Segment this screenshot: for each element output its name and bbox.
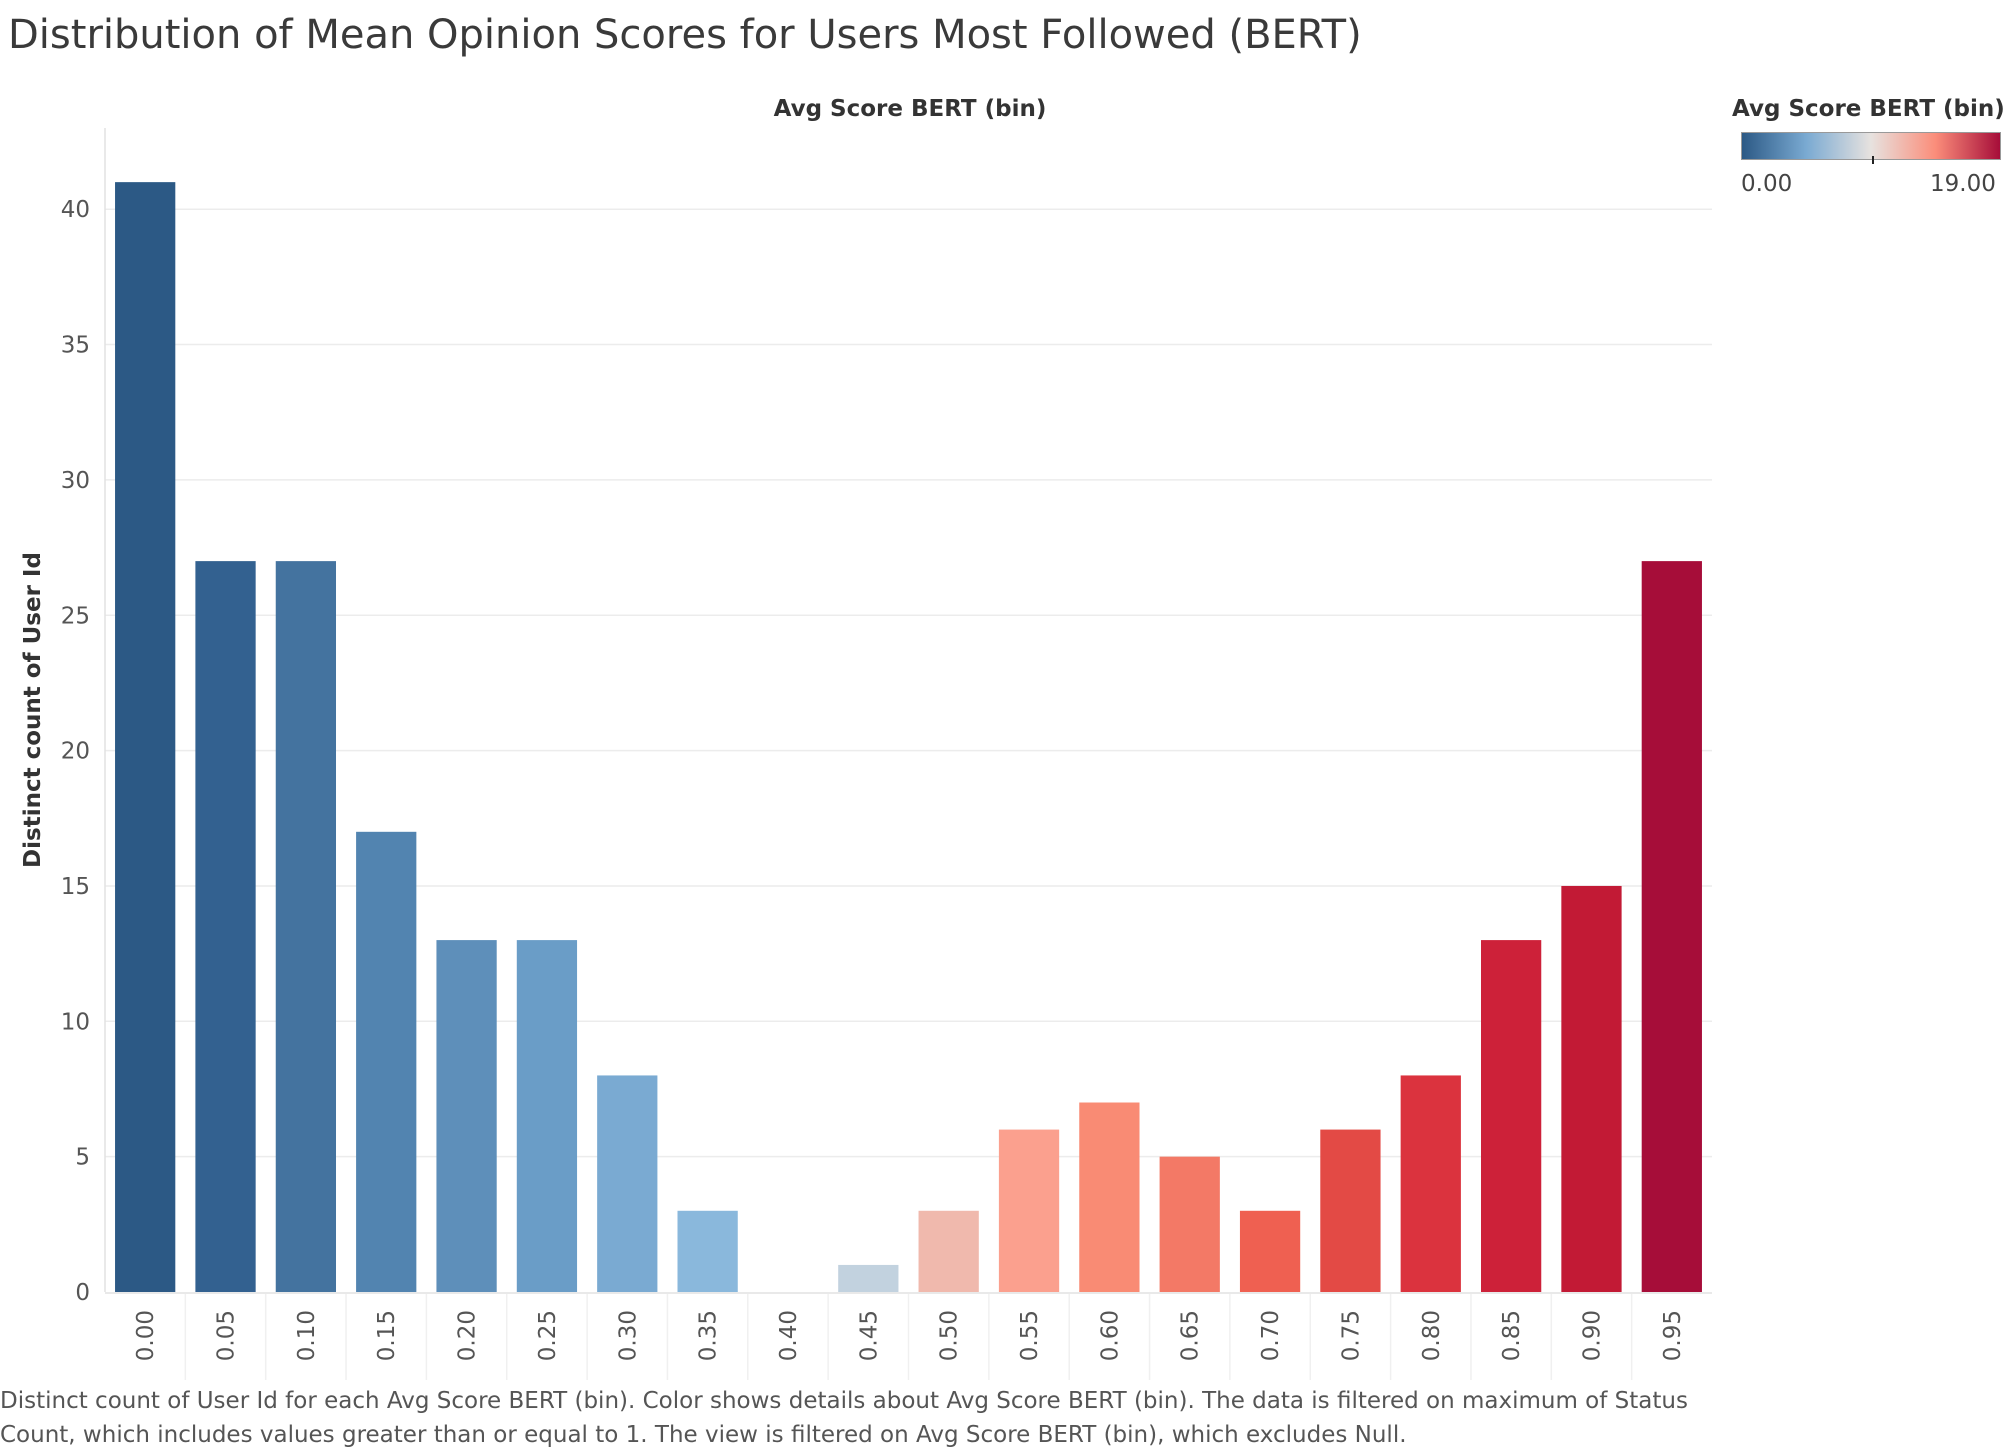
gridlines [105, 208, 1712, 1158]
x-tick-label: 0.25 [535, 1310, 561, 1361]
x-tick-label: 0.20 [455, 1310, 481, 1361]
bar[interactable] [436, 940, 497, 1292]
bar[interactable] [1400, 1075, 1461, 1292]
x-tick-label: 0.05 [214, 1310, 240, 1361]
bar[interactable] [115, 182, 176, 1293]
y-tick-label: 35 [61, 333, 90, 359]
legend-midpoint-tick [1872, 156, 1874, 164]
x-tick-label: 0.40 [776, 1310, 802, 1361]
bar[interactable] [275, 561, 337, 1292]
bar[interactable] [195, 561, 256, 1292]
bar[interactable] [677, 1210, 738, 1292]
bars [115, 182, 1702, 1293]
x-tick-label: 0.80 [1419, 1310, 1445, 1361]
x-tick-label: 0.45 [856, 1310, 882, 1361]
x-tick-label: 0.85 [1499, 1310, 1525, 1361]
x-tick-label: 0.70 [1258, 1310, 1284, 1361]
y-tick-label: 15 [61, 874, 90, 900]
bar[interactable] [1320, 1129, 1381, 1292]
y-tick-label: 20 [61, 739, 90, 765]
y-tick-label: 10 [61, 1009, 90, 1035]
y-tick-label: 5 [75, 1145, 90, 1171]
x-tick-label: 0.00 [133, 1310, 159, 1361]
bar[interactable] [516, 940, 578, 1292]
bar[interactable] [1561, 885, 1622, 1292]
x-tick-label: 0.55 [1017, 1310, 1043, 1361]
y-axis-title: Distinct count of User Id [20, 552, 46, 868]
x-tick-label: 0.10 [294, 1310, 320, 1361]
bar[interactable] [1239, 1210, 1301, 1292]
x-tick-label: 0.95 [1660, 1310, 1686, 1361]
bar[interactable] [597, 1075, 658, 1292]
bar[interactable] [838, 1264, 899, 1292]
legend-color-ramp [1741, 132, 2001, 160]
bar[interactable] [1159, 1156, 1220, 1292]
y-tick-label: 0 [75, 1280, 90, 1306]
y-tick-label: 25 [61, 603, 90, 629]
x-tick-label: 0.75 [1338, 1310, 1364, 1361]
x-tick-label: 0.65 [1178, 1310, 1204, 1361]
y-tick-label: 40 [61, 197, 90, 223]
legend-title: Avg Score BERT (bin) [1732, 96, 2004, 122]
legend-max-label: 19.00 [1930, 171, 1996, 197]
x-tick-label: 0.30 [615, 1310, 641, 1361]
legend-min-label: 0.00 [1741, 171, 1793, 197]
chart-caption: Distinct count of User Id for each Avg S… [0, 1388, 1688, 1448]
bar[interactable] [356, 831, 417, 1292]
axes: 0 5 10 15 20 25 30 35 40 0.00 0.05 0.10 0.15 0.20 0.25… [61, 128, 1712, 1380]
y-tick-label: 30 [61, 468, 90, 494]
bar[interactable] [918, 1210, 979, 1292]
x-axis-title: Avg Score BERT (bin) [774, 96, 1047, 122]
bar[interactable] [1641, 561, 1702, 1292]
x-tick-label: 0.35 [696, 1310, 722, 1361]
x-tick-label: 0.15 [374, 1310, 400, 1361]
x-tick-label: 0.50 [937, 1310, 963, 1361]
bar[interactable] [1480, 940, 1542, 1292]
page-title: Distribution of Mean Opinion Scores for … [8, 12, 1362, 58]
x-tick-label: 0.90 [1579, 1310, 1605, 1361]
bar[interactable] [998, 1129, 1060, 1292]
bar[interactable] [1079, 1102, 1140, 1292]
bar-chart: 0 5 10 15 20 25 30 35 40 0.00 0.05 0.10 0.15 0.20 0.25… [20, 96, 1712, 1380]
x-tick-label: 0.60 [1097, 1310, 1123, 1361]
